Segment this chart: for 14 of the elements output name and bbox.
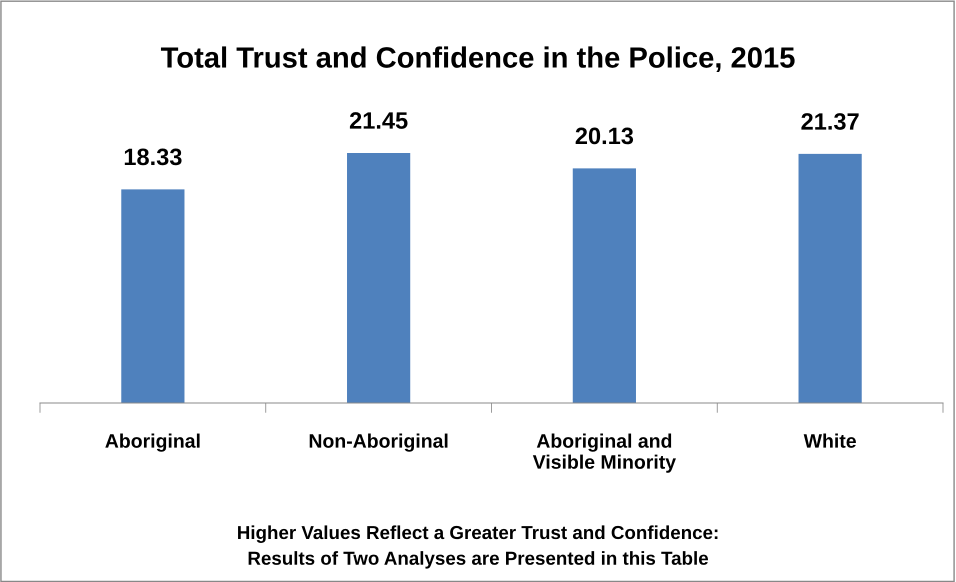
bar — [347, 153, 410, 403]
data-label: 18.33 — [124, 148, 182, 166]
chart-title: Total Trust and Confidence in the Police, 2015 — [160, 46, 795, 72]
x-tick-label: White — [804, 434, 856, 448]
text: Higher Values Reflect a Greater Trust and Confidence: Results of Two Analyses are Presented in this Table — [238, 525, 718, 569]
x-tick-label: Aboriginal and Visible Minority — [532, 434, 676, 473]
bar — [572, 168, 636, 403]
bar — [798, 154, 862, 403]
x-tick-label: Aboriginal — [105, 434, 200, 452]
data-label: 20.13 — [576, 128, 634, 144]
x-tick-label: Non-Aboriginal — [310, 434, 448, 452]
data-label: 21.45 — [350, 112, 408, 129]
data-label: 21.37 — [801, 113, 859, 130]
bar — [121, 189, 184, 403]
